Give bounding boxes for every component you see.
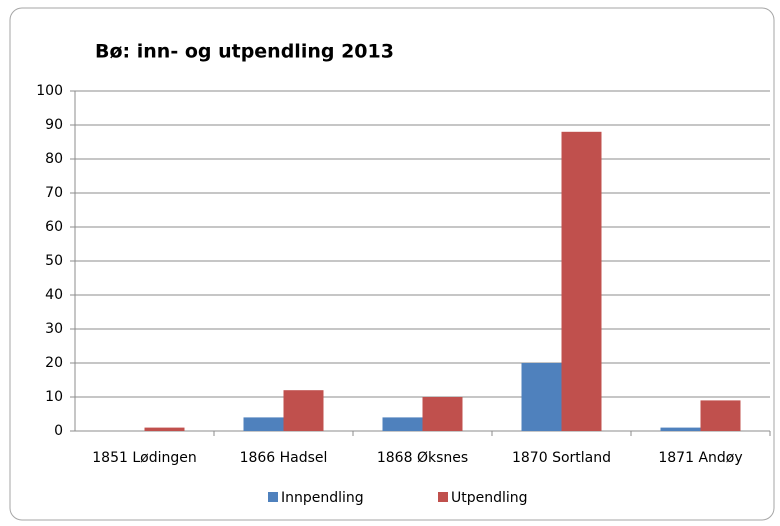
bar <box>521 363 562 431</box>
x-tick-label: 1871 Andøy <box>658 450 742 466</box>
bar <box>561 131 602 432</box>
y-tick-label: 50 <box>45 253 63 269</box>
x-tick-label: 1866 Hadsel <box>240 450 328 466</box>
y-tick-label: 20 <box>45 355 63 371</box>
bar <box>422 397 463 431</box>
y-tick-label: 30 <box>45 321 63 337</box>
y-tick-label: 80 <box>45 151 63 167</box>
y-tick-label: 0 <box>54 423 63 439</box>
y-tick-label: 70 <box>45 185 63 201</box>
chart-title: Bø: inn- og utpendling 2013 <box>95 41 394 63</box>
legend-label: Utpendling <box>451 490 528 506</box>
bar <box>382 417 423 431</box>
bar <box>243 417 284 431</box>
legend-swatch <box>268 492 278 502</box>
y-tick-label: 10 <box>45 389 63 405</box>
y-tick-label: 90 <box>45 117 63 133</box>
bar <box>700 400 741 431</box>
x-tick-label: 1870 Sortland <box>512 450 611 466</box>
x-tick-label: 1851 Lødingen <box>92 450 196 466</box>
y-tick-label: 60 <box>45 219 63 235</box>
bar <box>283 390 324 431</box>
bar <box>660 427 701 431</box>
x-tick-label: 1868 Øksnes <box>377 450 468 466</box>
legend-label: Innpendling <box>281 490 364 506</box>
y-tick-label: 40 <box>45 287 63 303</box>
chart-frame <box>9 7 775 521</box>
y-tick-label: 100 <box>36 83 63 99</box>
legend-swatch <box>438 492 448 502</box>
bar <box>144 427 185 431</box>
